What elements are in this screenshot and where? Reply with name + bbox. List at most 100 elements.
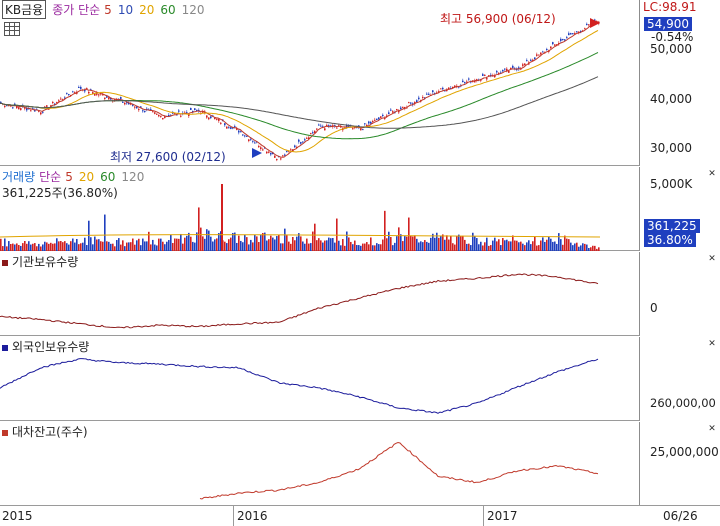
volume-bar bbox=[352, 244, 354, 251]
volume-bar bbox=[264, 232, 266, 251]
price-candle bbox=[136, 106, 138, 109]
volume-bar bbox=[80, 243, 82, 251]
volume-bar bbox=[186, 235, 188, 251]
x-label-2016: 2016 bbox=[237, 509, 268, 523]
volume-panel[interactable]: 거래량 단순 5 20 60 120 361,225주(36.80%) 5,000K 36… bbox=[0, 167, 720, 251]
volume-bar bbox=[170, 234, 172, 251]
price-candle bbox=[378, 117, 380, 120]
volume-plot-area[interactable] bbox=[0, 167, 640, 251]
volume-bar bbox=[244, 234, 246, 251]
price-ma-10: 10 bbox=[117, 3, 134, 17]
price-candle bbox=[108, 97, 110, 100]
price-candle bbox=[158, 114, 160, 117]
price-candle bbox=[84, 89, 86, 92]
volume-bar bbox=[428, 242, 430, 251]
volume-bar bbox=[294, 240, 296, 251]
price-candle bbox=[216, 118, 218, 120]
volume-bar bbox=[250, 239, 252, 251]
volume-bar bbox=[298, 233, 300, 251]
volume-close-icon[interactable]: ✕ bbox=[708, 169, 716, 179]
loan-panel[interactable]: 대차잔고(주수) 25,000,000 ✕ bbox=[0, 422, 720, 505]
volume-bar bbox=[388, 231, 390, 251]
price-candle bbox=[14, 103, 16, 105]
price-candle bbox=[576, 31, 578, 33]
table-grid-icon[interactable] bbox=[4, 22, 20, 36]
volume-bar bbox=[64, 241, 66, 251]
volume-bar bbox=[238, 235, 240, 251]
institution-title-text: 기관보유수량 bbox=[12, 255, 79, 269]
price-candle bbox=[32, 108, 34, 110]
volume-bar bbox=[344, 245, 346, 251]
institution-close-icon[interactable]: ✕ bbox=[708, 254, 716, 264]
price-candle bbox=[318, 124, 320, 126]
volume-bar bbox=[110, 243, 112, 251]
volume-bar bbox=[290, 243, 292, 251]
volume-bar bbox=[414, 235, 416, 251]
foreign-close-icon[interactable]: ✕ bbox=[708, 339, 716, 349]
price-candle bbox=[336, 127, 338, 129]
volume-bar bbox=[148, 231, 150, 251]
volume-bar bbox=[460, 236, 462, 251]
volume-bar bbox=[184, 237, 186, 251]
volume-bar bbox=[226, 243, 228, 251]
institution-panel[interactable]: 기관보유수량 0 ✕ bbox=[0, 252, 720, 336]
volume-bar bbox=[450, 236, 452, 251]
price-candle bbox=[88, 91, 90, 94]
volume-bar bbox=[150, 244, 152, 251]
volume-bar bbox=[56, 238, 58, 251]
y-tick-50000: 50,000 bbox=[650, 42, 692, 56]
volume-bar bbox=[192, 241, 194, 251]
price-candle bbox=[320, 125, 322, 127]
volume-bar bbox=[24, 241, 26, 251]
volume-bar bbox=[88, 220, 90, 251]
volume-bar bbox=[196, 232, 198, 251]
volume-ma-60: 60 bbox=[100, 170, 116, 184]
volume-bar bbox=[312, 231, 314, 251]
volume-bar bbox=[334, 242, 336, 251]
volume-chart-svg bbox=[0, 184, 601, 251]
price-candle bbox=[462, 80, 464, 83]
volume-bar bbox=[72, 238, 74, 251]
volume-bar bbox=[592, 245, 594, 251]
low-annotation: 최저 27,600 (02/12) bbox=[110, 150, 226, 164]
price-candle bbox=[498, 72, 500, 74]
volume-bar bbox=[30, 244, 32, 251]
price-candle bbox=[66, 92, 68, 94]
price-candle bbox=[262, 149, 264, 151]
volume-bar bbox=[406, 236, 408, 251]
loan-plot-area[interactable] bbox=[0, 422, 640, 505]
price-candle bbox=[180, 115, 182, 117]
volume-bar bbox=[576, 242, 578, 251]
volume-bar bbox=[168, 240, 170, 251]
volume-bar bbox=[360, 245, 362, 251]
volume-bar bbox=[530, 244, 532, 251]
price-candle bbox=[324, 128, 326, 131]
volume-bar bbox=[380, 244, 382, 251]
price-candle bbox=[348, 125, 350, 127]
loan-close-icon[interactable]: ✕ bbox=[708, 424, 716, 434]
volume-bar bbox=[212, 241, 214, 251]
volume-bar bbox=[566, 238, 568, 251]
price-ma-legend: 5 10 20 60 120 bbox=[104, 3, 210, 17]
volume-bar bbox=[410, 235, 412, 251]
price-candle bbox=[142, 110, 144, 112]
volume-bar bbox=[138, 238, 140, 251]
loan-chart-svg bbox=[199, 441, 599, 500]
foreign-plot-area[interactable] bbox=[0, 337, 640, 421]
stock-name[interactable]: KB금융 bbox=[2, 0, 47, 19]
institution-plot-area[interactable] bbox=[0, 252, 640, 336]
price-candle bbox=[566, 37, 568, 39]
volume-bar bbox=[210, 236, 212, 251]
volume-bar bbox=[558, 233, 560, 251]
foreign-panel[interactable]: 외국인보유수량 260,000,00 ✕ bbox=[0, 337, 720, 421]
price-plot-area[interactable] bbox=[0, 0, 640, 166]
volume-bar bbox=[498, 239, 500, 251]
price-panel[interactable]: KB금융 종가 단순 5 10 20 60 120 최고 56,900 (06/12) 최저… bbox=[0, 0, 720, 166]
price-candle bbox=[568, 33, 570, 36]
volume-bar bbox=[256, 236, 258, 251]
price-candle bbox=[246, 135, 248, 137]
volume-bar bbox=[40, 246, 42, 251]
volume-legend: 거래량 단순 5 20 60 120 bbox=[2, 168, 150, 185]
volume-bar bbox=[44, 241, 46, 251]
price-candle bbox=[494, 75, 496, 78]
